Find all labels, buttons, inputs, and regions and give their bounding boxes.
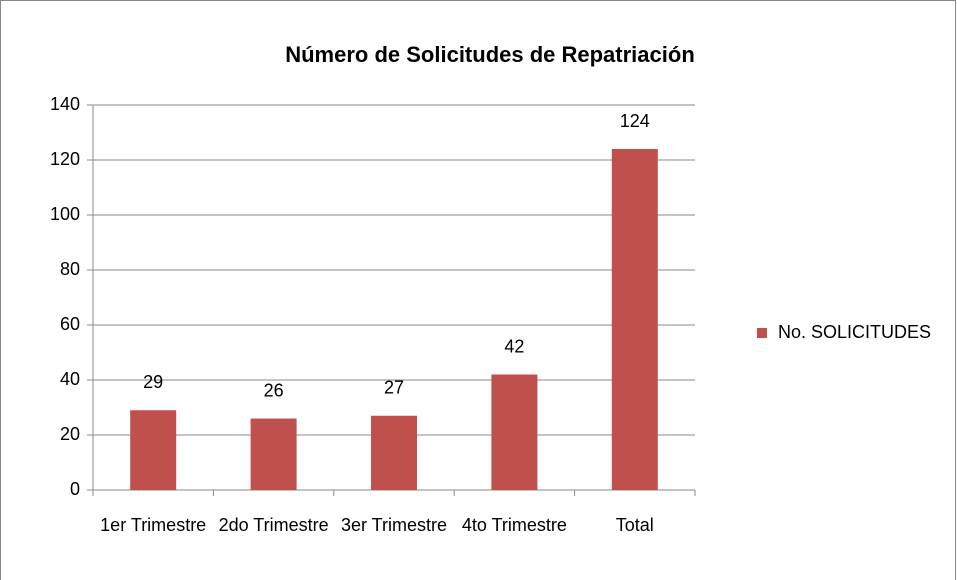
x-tick-label: 4to Trimestre [461, 515, 567, 535]
x-tick-label: 1er Trimestre [100, 515, 207, 535]
y-tick-label: 120 [50, 149, 80, 169]
data-label: 124 [620, 111, 650, 131]
x-tick-label: 2do Trimestre [218, 515, 329, 535]
bar [250, 418, 297, 490]
chart-title: Número de Solicitudes de Repatriación [285, 42, 695, 67]
y-tick-label: 40 [60, 369, 80, 389]
bar [130, 410, 177, 490]
y-tick-label: 0 [70, 479, 80, 499]
data-label: 29 [143, 372, 163, 392]
bar [611, 149, 658, 490]
x-tick-label: Total [615, 515, 654, 535]
legend-swatch [757, 328, 767, 338]
bar [491, 374, 538, 490]
y-tick-label: 100 [50, 204, 80, 224]
data-label: 42 [504, 336, 524, 356]
y-tick-label: 140 [50, 94, 80, 114]
data-label: 27 [384, 378, 404, 398]
data-label: 26 [264, 380, 284, 400]
y-tick-label: 80 [60, 259, 80, 279]
y-tick-label: 60 [60, 314, 80, 334]
legend-label: No. SOLICITUDES [778, 322, 931, 342]
bar [371, 415, 417, 490]
x-tick-label: 3er Trimestre [340, 515, 448, 535]
y-tick-label: 20 [60, 424, 80, 444]
